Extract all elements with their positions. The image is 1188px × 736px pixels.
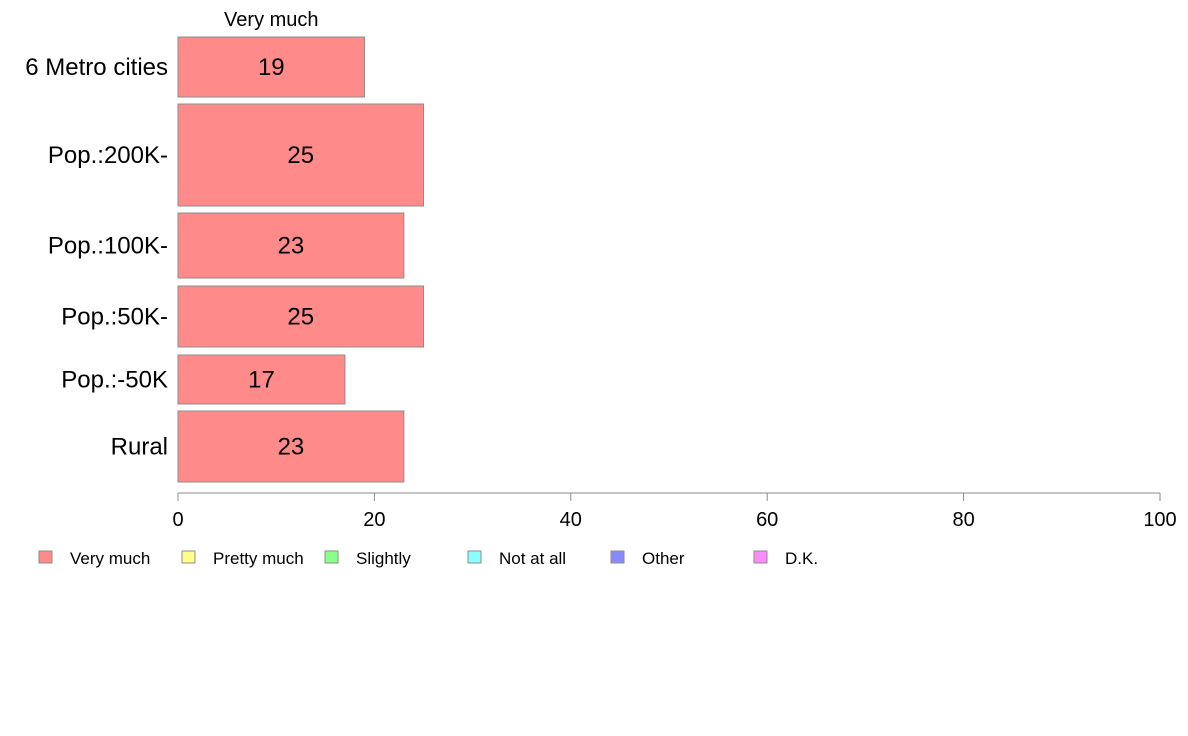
- x-tick-label: 40: [560, 509, 582, 531]
- bar-value-label: 23: [278, 434, 305, 461]
- category-label: Pop.:100K-: [48, 233, 168, 260]
- legend-swatch: [38, 550, 53, 564]
- legend-swatch: [610, 550, 625, 564]
- legend-label: Very much: [70, 549, 150, 568]
- legend-swatch: [753, 550, 768, 564]
- legend-swatch: [181, 550, 196, 564]
- legend-swatch: [467, 550, 482, 564]
- column-header: Very much: [224, 9, 318, 31]
- x-tick-label: 60: [756, 509, 778, 531]
- bar-value-label: 25: [287, 142, 314, 169]
- bar: [177, 36, 366, 98]
- bar: [177, 103, 424, 207]
- category-label: Rural: [111, 434, 168, 461]
- bars-group: 6 Metro cities 19 Pop.:200K- 25 Pop.:100K- 23…: [25, 36, 424, 483]
- legend-swatch: [324, 550, 339, 564]
- legend-label: Other: [642, 549, 685, 568]
- bar-value-label: 19: [258, 54, 285, 81]
- category-label: Pop.:200K-: [48, 142, 168, 169]
- bar: [177, 354, 346, 405]
- x-axis: 0 20 40 60 80 100: [172, 492, 1177, 531]
- legend-label: D.K.: [785, 549, 818, 568]
- category-label: 6 Metro cities: [25, 54, 168, 81]
- category-label: Pop.:50K-: [61, 304, 168, 331]
- bar: [177, 410, 405, 483]
- bar-value-label: 23: [278, 233, 305, 260]
- x-tick-label: 80: [952, 509, 974, 531]
- x-tick-label: 20: [363, 509, 385, 531]
- legend-label: Pretty much: [213, 549, 304, 568]
- bar-value-label: 17: [248, 367, 275, 394]
- category-label: Pop.:-50K: [61, 367, 168, 394]
- bar: [177, 212, 405, 279]
- legend: Very much Pretty much Slightly Not at all Ot…: [38, 549, 818, 568]
- legend-label: Slightly: [356, 549, 411, 568]
- legend-label: Not at all: [499, 549, 566, 568]
- x-tick-label: 100: [1143, 509, 1176, 531]
- x-tick-label: 0: [172, 509, 183, 531]
- bar: [177, 285, 424, 348]
- bar-value-label: 25: [287, 304, 314, 331]
